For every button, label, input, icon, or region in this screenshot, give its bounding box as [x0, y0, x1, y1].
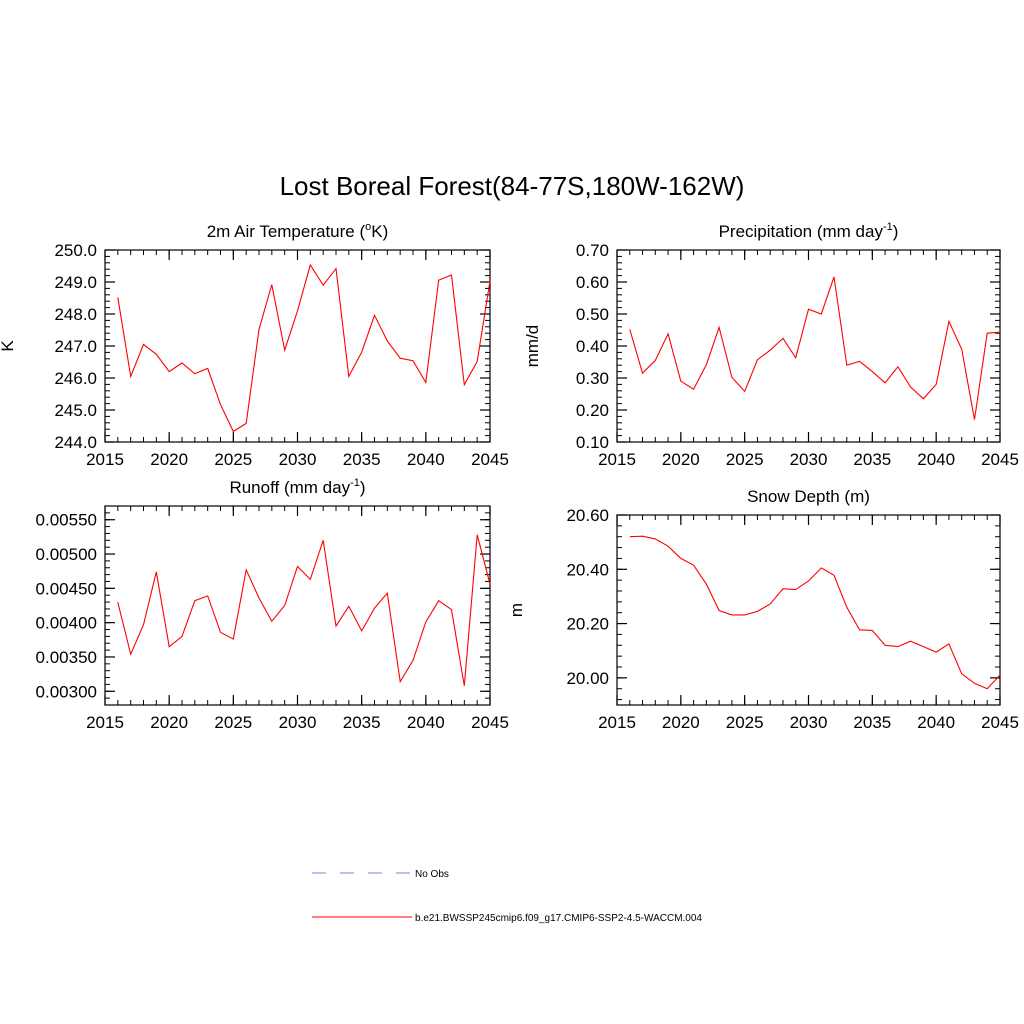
x-tick-label: 2045: [981, 450, 1019, 469]
y-tick-label: 0.00300: [36, 682, 97, 701]
x-tick-label: 2025: [726, 713, 764, 732]
y-tick-label: 245.0: [54, 401, 97, 420]
panel-title: Runoff (mm day-1): [229, 477, 365, 497]
panel-title: 2m Air Temperature (oK): [207, 221, 389, 241]
y-tick-label: 0.10: [576, 433, 609, 452]
x-tick-label: 2025: [214, 713, 252, 732]
y-tick-label: 0.20: [576, 401, 609, 420]
panel-4: 20.00 20.20 20.40 20.60 2015 2020 2025 2030 2035…: [507, 487, 1019, 732]
panel-2: 0.10 0.20 0.30 0.40 0.50 0.60 0.70 2015 2020 2025…: [523, 221, 1019, 469]
figure-title: Lost Boreal Forest(84-77S,180W-162W): [280, 171, 745, 201]
y-tick-label: 0.00500: [36, 545, 97, 564]
x-tick-label: 2035: [853, 713, 891, 732]
legend: No Obs b.e21.BWSSP245cmip6.f09_g17.CMIP6…: [312, 869, 702, 924]
y-tick-label: 244.0: [54, 433, 97, 452]
x-tick-label: 2040: [917, 713, 955, 732]
x-tick-label: 2020: [662, 450, 700, 469]
panel-1: 244.0 245.0 246.0 247.0 248.0 249.0 250.0 2015 2…: [0, 221, 509, 469]
y-tick-label: 20.20: [566, 615, 609, 634]
legend-label-no-obs: No Obs: [415, 869, 449, 880]
y-tick-label: 0.60: [576, 273, 609, 292]
x-tick-label: 2020: [150, 450, 188, 469]
x-tick-label: 2030: [279, 713, 317, 732]
y-tick-label: 248.0: [54, 305, 97, 324]
series-line-model: [117, 263, 491, 433]
y-tick-label: 0.00450: [36, 579, 97, 598]
x-tick-label: 2015: [598, 450, 636, 469]
x-tick-label: 2035: [343, 450, 381, 469]
y-tick-label: 250.0: [54, 241, 97, 260]
y-tick-label: 246.0: [54, 369, 97, 388]
series-line-model: [629, 276, 1001, 420]
x-tick-label: 2015: [86, 713, 124, 732]
x-tick-label: 2040: [407, 450, 445, 469]
x-tick-label: 2030: [790, 713, 828, 732]
series-line-model: [117, 534, 491, 686]
y-axis-label: m: [507, 603, 526, 617]
y-tick-label: 20.60: [566, 506, 609, 525]
x-tick-label: 2045: [471, 713, 509, 732]
y-tick-label: 0.50: [576, 305, 609, 324]
x-tick-label: 2040: [917, 450, 955, 469]
series-line-model: [629, 535, 1001, 690]
x-tick-label: 2035: [853, 450, 891, 469]
y-axis-label: K: [0, 340, 17, 352]
x-tick-label: 2045: [981, 713, 1019, 732]
x-tick-label: 2030: [279, 450, 317, 469]
panel-title: Precipitation (mm day-1): [719, 221, 899, 241]
x-tick-label: 2040: [407, 713, 445, 732]
x-tick-label: 2045: [471, 450, 509, 469]
legend-label-model: b.e21.BWSSP245cmip6.f09_g17.CMIP6-SSP2-4…: [415, 913, 702, 924]
y-tick-label: 0.40: [576, 337, 609, 356]
y-tick-label: 0.70: [576, 241, 609, 260]
y-tick-label: 0.00350: [36, 648, 97, 667]
y-tick-label: 0.30: [576, 369, 609, 388]
y-tick-label: 0.00400: [36, 614, 97, 633]
y-axis-label: mm/d: [523, 325, 542, 368]
panel-3: 0.00300 0.00350 0.00400 0.00450 0.00500 0.005…: [36, 477, 509, 732]
y-tick-label: 0.00550: [36, 511, 97, 530]
x-tick-label: 2025: [214, 450, 252, 469]
x-tick-label: 2030: [790, 450, 828, 469]
x-tick-label: 2035: [343, 713, 381, 732]
y-tick-label: 247.0: [54, 337, 97, 356]
x-tick-label: 2015: [86, 450, 124, 469]
x-tick-label: 2025: [726, 450, 764, 469]
panel-title: Snow Depth (m): [747, 487, 870, 506]
x-tick-label: 2020: [662, 713, 700, 732]
x-tick-label: 2015: [598, 713, 636, 732]
x-tick-label: 2020: [150, 713, 188, 732]
y-tick-label: 20.40: [566, 560, 609, 579]
y-tick-label: 249.0: [54, 273, 97, 292]
y-tick-label: 20.00: [566, 669, 609, 688]
